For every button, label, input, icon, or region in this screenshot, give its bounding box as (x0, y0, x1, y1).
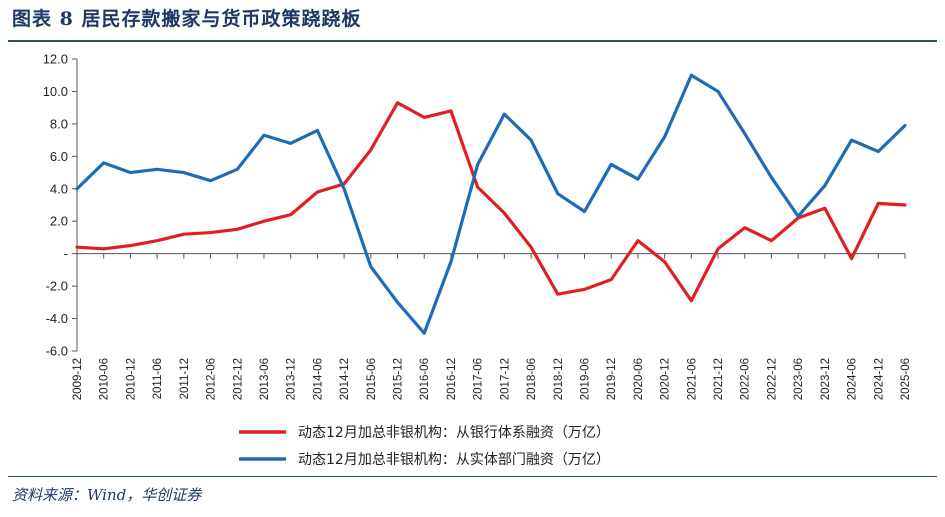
y-tick-label: 10.0 (43, 84, 68, 99)
x-tick-label: 2021-06 (686, 358, 698, 400)
x-tick-label: 2020-06 (633, 358, 645, 400)
y-tick-label: 6.0 (50, 149, 68, 164)
x-tick-label: 2021-12 (713, 358, 725, 400)
series-layer (75, 73, 907, 335)
x-tick-label: 2022-06 (740, 358, 752, 400)
x-tick-label: 2011-06 (152, 358, 164, 399)
line-chart: 12.0 10.0 8.0 6.0 4.0 2.0 - -2.0 -4.0 -6.0 2009-1… (43, 52, 912, 469)
x-tick-label: 2018-06 (526, 358, 538, 400)
x-tick-label: 2014-06 (312, 358, 324, 400)
x-tick-label: 2016-06 (419, 358, 431, 400)
y-tick-label: -2.0 (46, 279, 68, 294)
x-tick-label: 2009-12 (72, 358, 84, 400)
y-tick-label: 12.0 (43, 52, 68, 67)
x-tick-label: 2023-12 (820, 358, 832, 400)
y-tick-label: 4.0 (50, 181, 68, 196)
x-tick-label: 2018-12 (553, 358, 565, 400)
y-tick-label: -4.0 (46, 311, 68, 326)
legend-label-1: 动态12月加总非银机构：从银行体系融资（万亿） (298, 425, 610, 441)
chart-legend: 动态12月加总非银机构：从银行体系融资（万亿） 动态12月加总非银机构：从实体部门… (239, 425, 610, 468)
x-tick-label: 2010-12 (125, 358, 137, 400)
x-tick-label: 2011-12 (179, 358, 191, 399)
series-line-2 (75, 73, 907, 335)
title-rule (8, 40, 937, 42)
x-tick-label: 2019-06 (579, 358, 591, 400)
y-axis-ticks: 12.0 10.0 8.0 6.0 4.0 2.0 - -2.0 -4.0 -6.0 (43, 52, 77, 359)
y-tick-label: -6.0 (46, 344, 68, 359)
x-tick-label: 2022-12 (766, 358, 778, 400)
x-tick-label: 2012-06 (206, 358, 218, 400)
x-tick-label: 2010-06 (99, 358, 111, 400)
x-tick-label: 2014-12 (339, 358, 351, 400)
x-tick-label: 2013-06 (259, 358, 271, 400)
x-tick-label: 2012-12 (232, 358, 244, 400)
x-tick-label: 2016-12 (446, 358, 458, 400)
source-rule (8, 476, 937, 477)
chart-axes (76, 59, 905, 351)
x-tick-label: 2024-12 (873, 358, 885, 400)
source-note: 资料来源：Wind，华创证券 (12, 486, 202, 504)
x-tick-label: 2017-06 (473, 358, 485, 400)
x-axis-ticks: 2009-12 2010-06 2010-12 2011-06 2011-12 2012-… (72, 253, 912, 400)
x-tick-label: 2020-12 (660, 358, 672, 400)
figure-title: 图表 8 居民存款搬家与货币政策跷跷板 (12, 8, 362, 30)
y-tick-label: 2.0 (50, 214, 68, 229)
x-tick-label: 2019-12 (606, 358, 618, 400)
x-tick-label: 2017-12 (499, 358, 511, 400)
x-tick-label: 2023-06 (793, 358, 805, 400)
x-tick-label: 2025-06 (900, 358, 912, 400)
legend-label-2: 动态12月加总非银机构：从实体部门融资（万亿） (298, 452, 610, 468)
series-line-1 (75, 101, 907, 303)
y-tick-label: - (64, 246, 68, 261)
y-tick-label: 8.0 (50, 116, 68, 131)
x-tick-label: 2015-06 (366, 358, 378, 400)
x-tick-label: 2024-06 (847, 358, 859, 400)
x-tick-label: 2013-12 (286, 358, 298, 400)
x-tick-label: 2015-12 (393, 358, 405, 400)
